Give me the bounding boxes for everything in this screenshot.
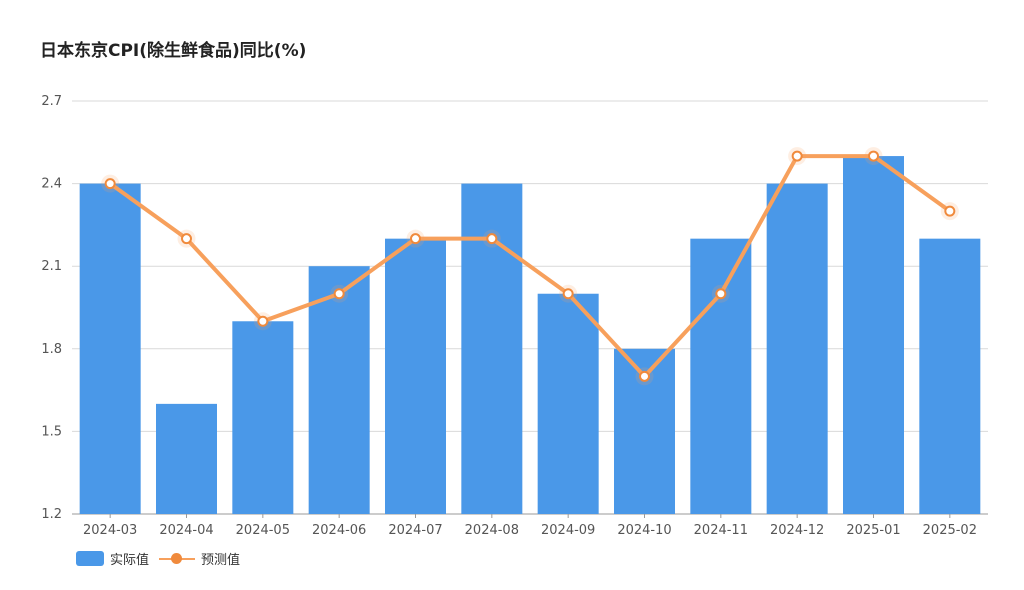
legend-label-actual: 实际值 [110,553,150,568]
forecast-point [868,150,879,162]
x-tick-label: 2024-10 [617,523,671,538]
x-tick-label: 2024-05 [236,523,290,538]
forecast-point [715,288,727,300]
bar [79,183,141,514]
x-tick-label: 2024-12 [770,523,824,538]
legend-bar-swatch [76,551,104,566]
bar [766,183,828,514]
y-tick-label: 2.7 [41,94,62,109]
bar [690,238,752,514]
forecast-point [104,178,116,190]
bar [919,238,981,514]
forecast-point [791,150,803,162]
forecast-point [486,233,498,245]
bar [843,156,904,515]
chart-title: 日本东京CPI(除生鲜食品)同比(%) [40,41,307,61]
x-tick-label: 2025-02 [923,523,977,538]
forecast-point [639,370,650,382]
x-tick-label: 2024-06 [312,523,366,538]
bar [537,293,599,514]
forecast-point [562,288,574,300]
forecast-line [108,154,952,379]
legend-item-forecast[interactable]: 预测值 [159,549,240,568]
forecast-point [410,233,421,245]
x-tick-label: 2024-11 [694,523,748,538]
x-tick-label: 2024-08 [465,523,519,538]
y-tick-label: 1.8 [41,342,62,357]
x-tick-label: 2024-09 [541,523,595,538]
forecast-point [944,205,956,217]
bar [156,403,217,514]
legend-line-swatch [159,551,196,566]
y-tick-label: 1.2 [41,507,62,522]
forecast-point [181,233,192,245]
x-tick-label: 2024-03 [83,523,137,538]
y-tick-label: 2.4 [41,177,62,192]
forecast-point [257,315,269,327]
y-tick-label: 2.1 [41,259,62,274]
x-tick-label: 2024-07 [388,523,442,538]
x-tick-label: 2024-04 [159,523,213,538]
x-tick-label: 2025-01 [846,523,900,538]
y-tick-label: 1.5 [41,424,62,439]
forecast-point [333,288,345,300]
bar [385,238,446,514]
bar [308,266,370,514]
legend-item-actual[interactable]: 实际值 [76,549,149,568]
chart-legend: 实际值 预测值 [76,549,240,568]
bar [232,321,294,514]
legend-label-forecast: 预测值 [201,553,241,568]
